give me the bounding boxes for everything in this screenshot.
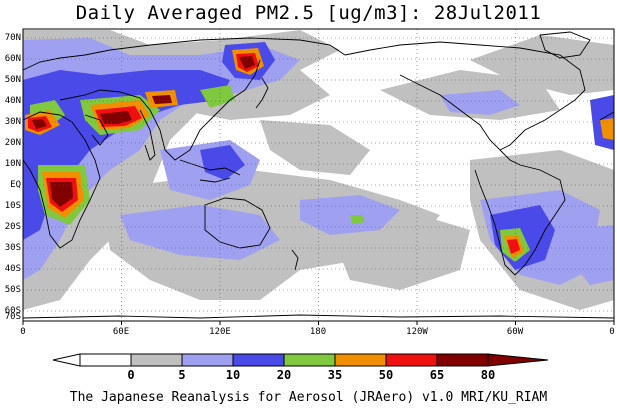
colorbar-label: 35 (327, 368, 343, 382)
lat-label: 70N (4, 33, 21, 43)
credit-line: The Japanese Reanalysis for Aerosol (JRA… (69, 390, 548, 405)
lon-label: 0 (609, 327, 615, 337)
lon-label: 120W (406, 327, 428, 337)
lat-label: 10N (4, 159, 21, 169)
colorbar-label: 10 (225, 368, 241, 382)
colorbar-label: 5 (178, 368, 186, 382)
lon-label: 120E (209, 327, 231, 337)
map-title: Daily Averaged PM2.5 [ug/m3]: 28Jul2011 (75, 2, 542, 24)
lat-label-70s: 70S (4, 312, 21, 322)
colorbar-arrow-high (487, 353, 549, 367)
colorbar-arrow-low (52, 353, 81, 367)
colorbar-label: 0 (127, 368, 135, 382)
colorbar (52, 353, 549, 367)
colorbar-label: 65 (429, 368, 445, 382)
lat-label: 10S (4, 201, 21, 211)
lat-label: EQ (10, 180, 21, 190)
lat-label: 50N (4, 75, 21, 85)
map-gridlines (23, 29, 614, 321)
colorbar-label: 20 (276, 368, 292, 382)
lat-label: 20S (4, 222, 21, 232)
lon-label: 60W (506, 327, 524, 337)
colorbar-label: 50 (378, 368, 394, 382)
lon-label: 60E (112, 327, 130, 337)
lat-label: 50S (4, 285, 21, 295)
lat-label: 60S (4, 306, 21, 316)
pm25-field (23, 30, 614, 310)
lat-label: 30S (4, 243, 21, 253)
lon-label: 0 (20, 327, 26, 337)
lon-label: 180 (309, 327, 327, 337)
coastlines (23, 31, 614, 319)
lat-label: 40N (4, 96, 21, 106)
lat-label: 30N (4, 117, 21, 127)
lat-label: 40S (4, 264, 21, 274)
lat-label: 20N (4, 138, 21, 148)
axis-ticks (22, 321, 615, 325)
colorbar-label: 80 (480, 368, 496, 382)
lat-label: 60N (4, 54, 21, 64)
